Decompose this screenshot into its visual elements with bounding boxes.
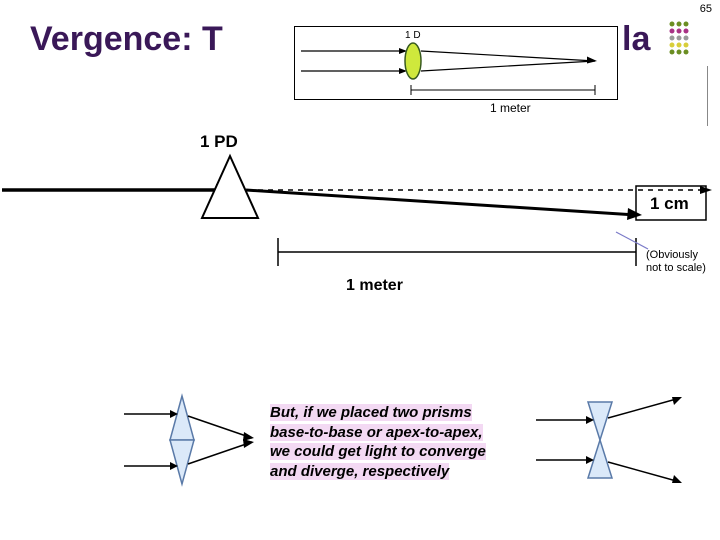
double-prism-converge <box>120 390 260 500</box>
cm-label: 1 cm <box>650 194 689 214</box>
page-number: 65 <box>700 3 712 15</box>
bottom-text-l1: But, if we placed two prisms <box>270 404 472 421</box>
scale-note-l1: (Obviously <box>646 249 698 261</box>
bottom-text-l3: we could get light to converge <box>270 443 486 460</box>
scale-note-l2: not to scale) <box>646 262 706 274</box>
inset-diagram <box>295 27 617 99</box>
inset-meter-label: 1 meter <box>490 101 531 115</box>
scale-note: (Obviously not to scale) <box>646 249 706 275</box>
bottom-text-l4: and diverge, respectively <box>270 463 449 480</box>
double-prism-diverge <box>530 390 690 500</box>
bottom-textbox: But, if we placed two prisms base-to-bas… <box>270 403 520 481</box>
inset-box: 1 D <box>294 26 618 100</box>
meter-label: 1 meter <box>346 277 403 295</box>
corner-separator <box>707 66 708 126</box>
pd-label: 1 PD <box>200 132 238 152</box>
corner-decor <box>668 10 698 60</box>
title-right: la <box>622 20 650 59</box>
bottom-text-l2: base-to-base or apex-to-apex, <box>270 424 483 441</box>
title-left: Vergence: T <box>30 20 223 59</box>
